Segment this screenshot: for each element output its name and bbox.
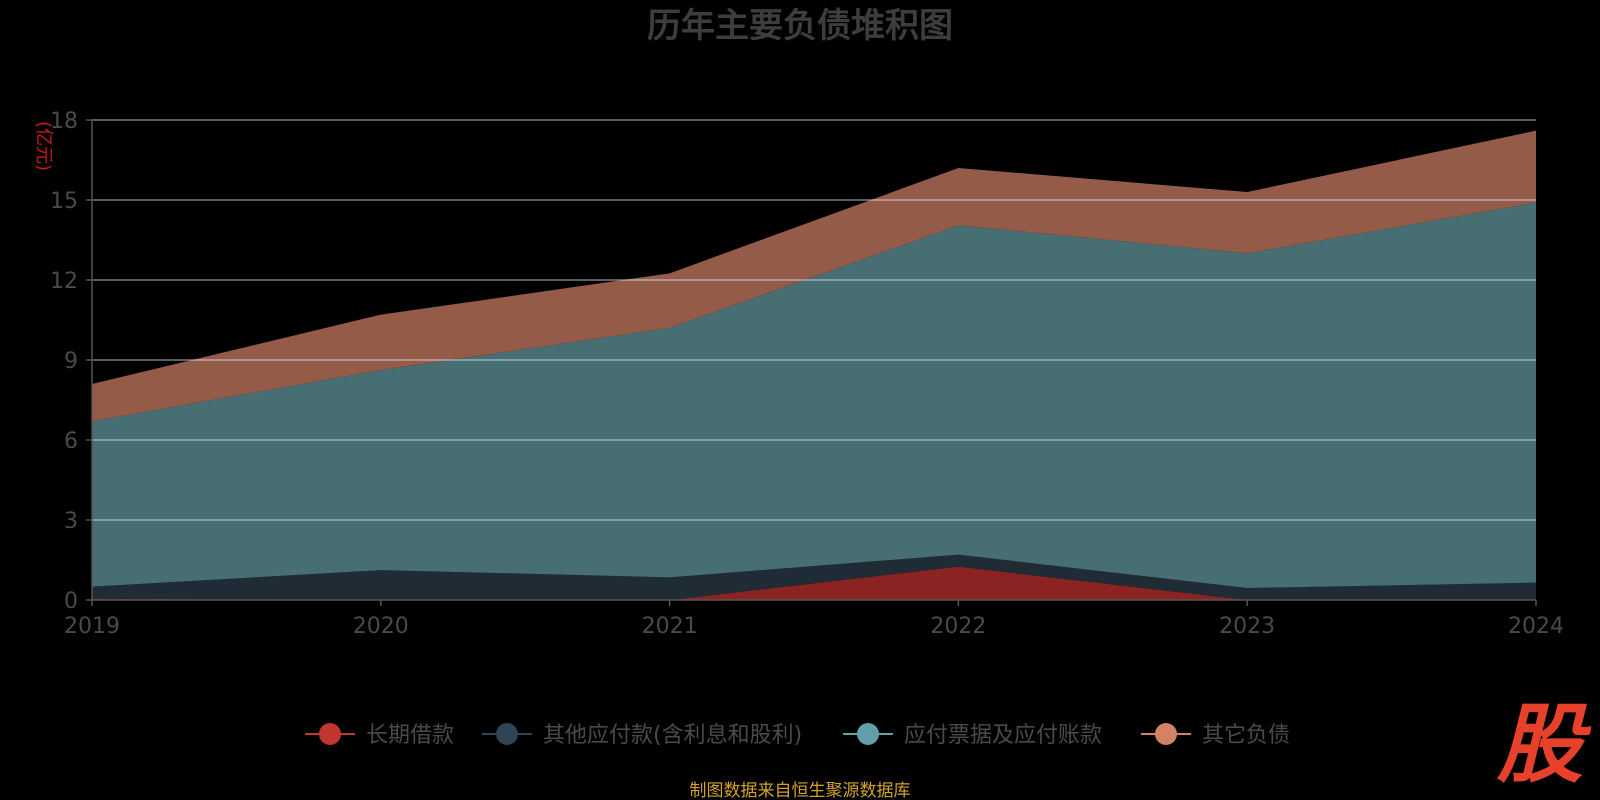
x-tick-label-3: 2022 (930, 614, 986, 639)
legend-marker-0 (319, 723, 341, 745)
y-unit-label: (亿元) (33, 121, 54, 171)
legend-marker-1 (496, 723, 518, 745)
y-tick-label-4: 12 (50, 269, 78, 294)
grid-lines (92, 119, 1536, 521)
y-tick-label-5: 15 (50, 189, 78, 214)
area-series-1 (92, 554, 1536, 600)
y-tick-label-6: 18 (50, 109, 78, 134)
source-note: 制图数据来自恒生聚源数据库 (690, 781, 911, 800)
area-series-3 (92, 130, 1536, 422)
logo: 股 (1496, 695, 1592, 795)
x-tick-label-5: 2024 (1508, 614, 1564, 639)
x-tick-label-4: 2023 (1219, 614, 1275, 639)
chart-title: 历年主要负债堆积图 (647, 6, 953, 46)
axes: 0 3 6 9 12 15 18 2019 2020 2021 2022 2023 2024 (50, 109, 1564, 639)
x-tick-label-2: 2021 (642, 614, 698, 639)
legend-item-3[interactable]: 其它负债 (1141, 723, 1290, 748)
x-tick-label-0: 2019 (64, 614, 120, 639)
stacked-areas (92, 130, 1536, 600)
legend-item-0[interactable]: 长期借款 (305, 723, 454, 748)
legend-label-2: 应付票据及应付账款 (904, 723, 1102, 748)
legend[interactable]: 长期借款 其他应付款(含利息和股利) 应付票据及应付账款 其它负债 (305, 723, 1290, 748)
legend-label-1: 其他应付款(含利息和股利) (543, 723, 802, 748)
y-tick-label-2: 6 (64, 429, 78, 454)
y-tick-label-3: 9 (64, 349, 78, 374)
area-series-2 (92, 202, 1536, 588)
legend-label-0: 长期借款 (366, 723, 454, 748)
legend-label-3: 其它负债 (1202, 723, 1290, 748)
y-tick-label-1: 3 (64, 509, 78, 534)
legend-item-1[interactable]: 其他应付款(含利息和股利) (482, 723, 802, 748)
legend-marker-2 (857, 723, 879, 745)
legend-marker-3 (1155, 723, 1177, 745)
y-tick-label-0: 0 (64, 589, 78, 614)
x-tick-label-1: 2020 (353, 614, 409, 639)
area-series-0 (92, 566, 1536, 600)
legend-item-2[interactable]: 应付票据及应付账款 (843, 723, 1102, 748)
